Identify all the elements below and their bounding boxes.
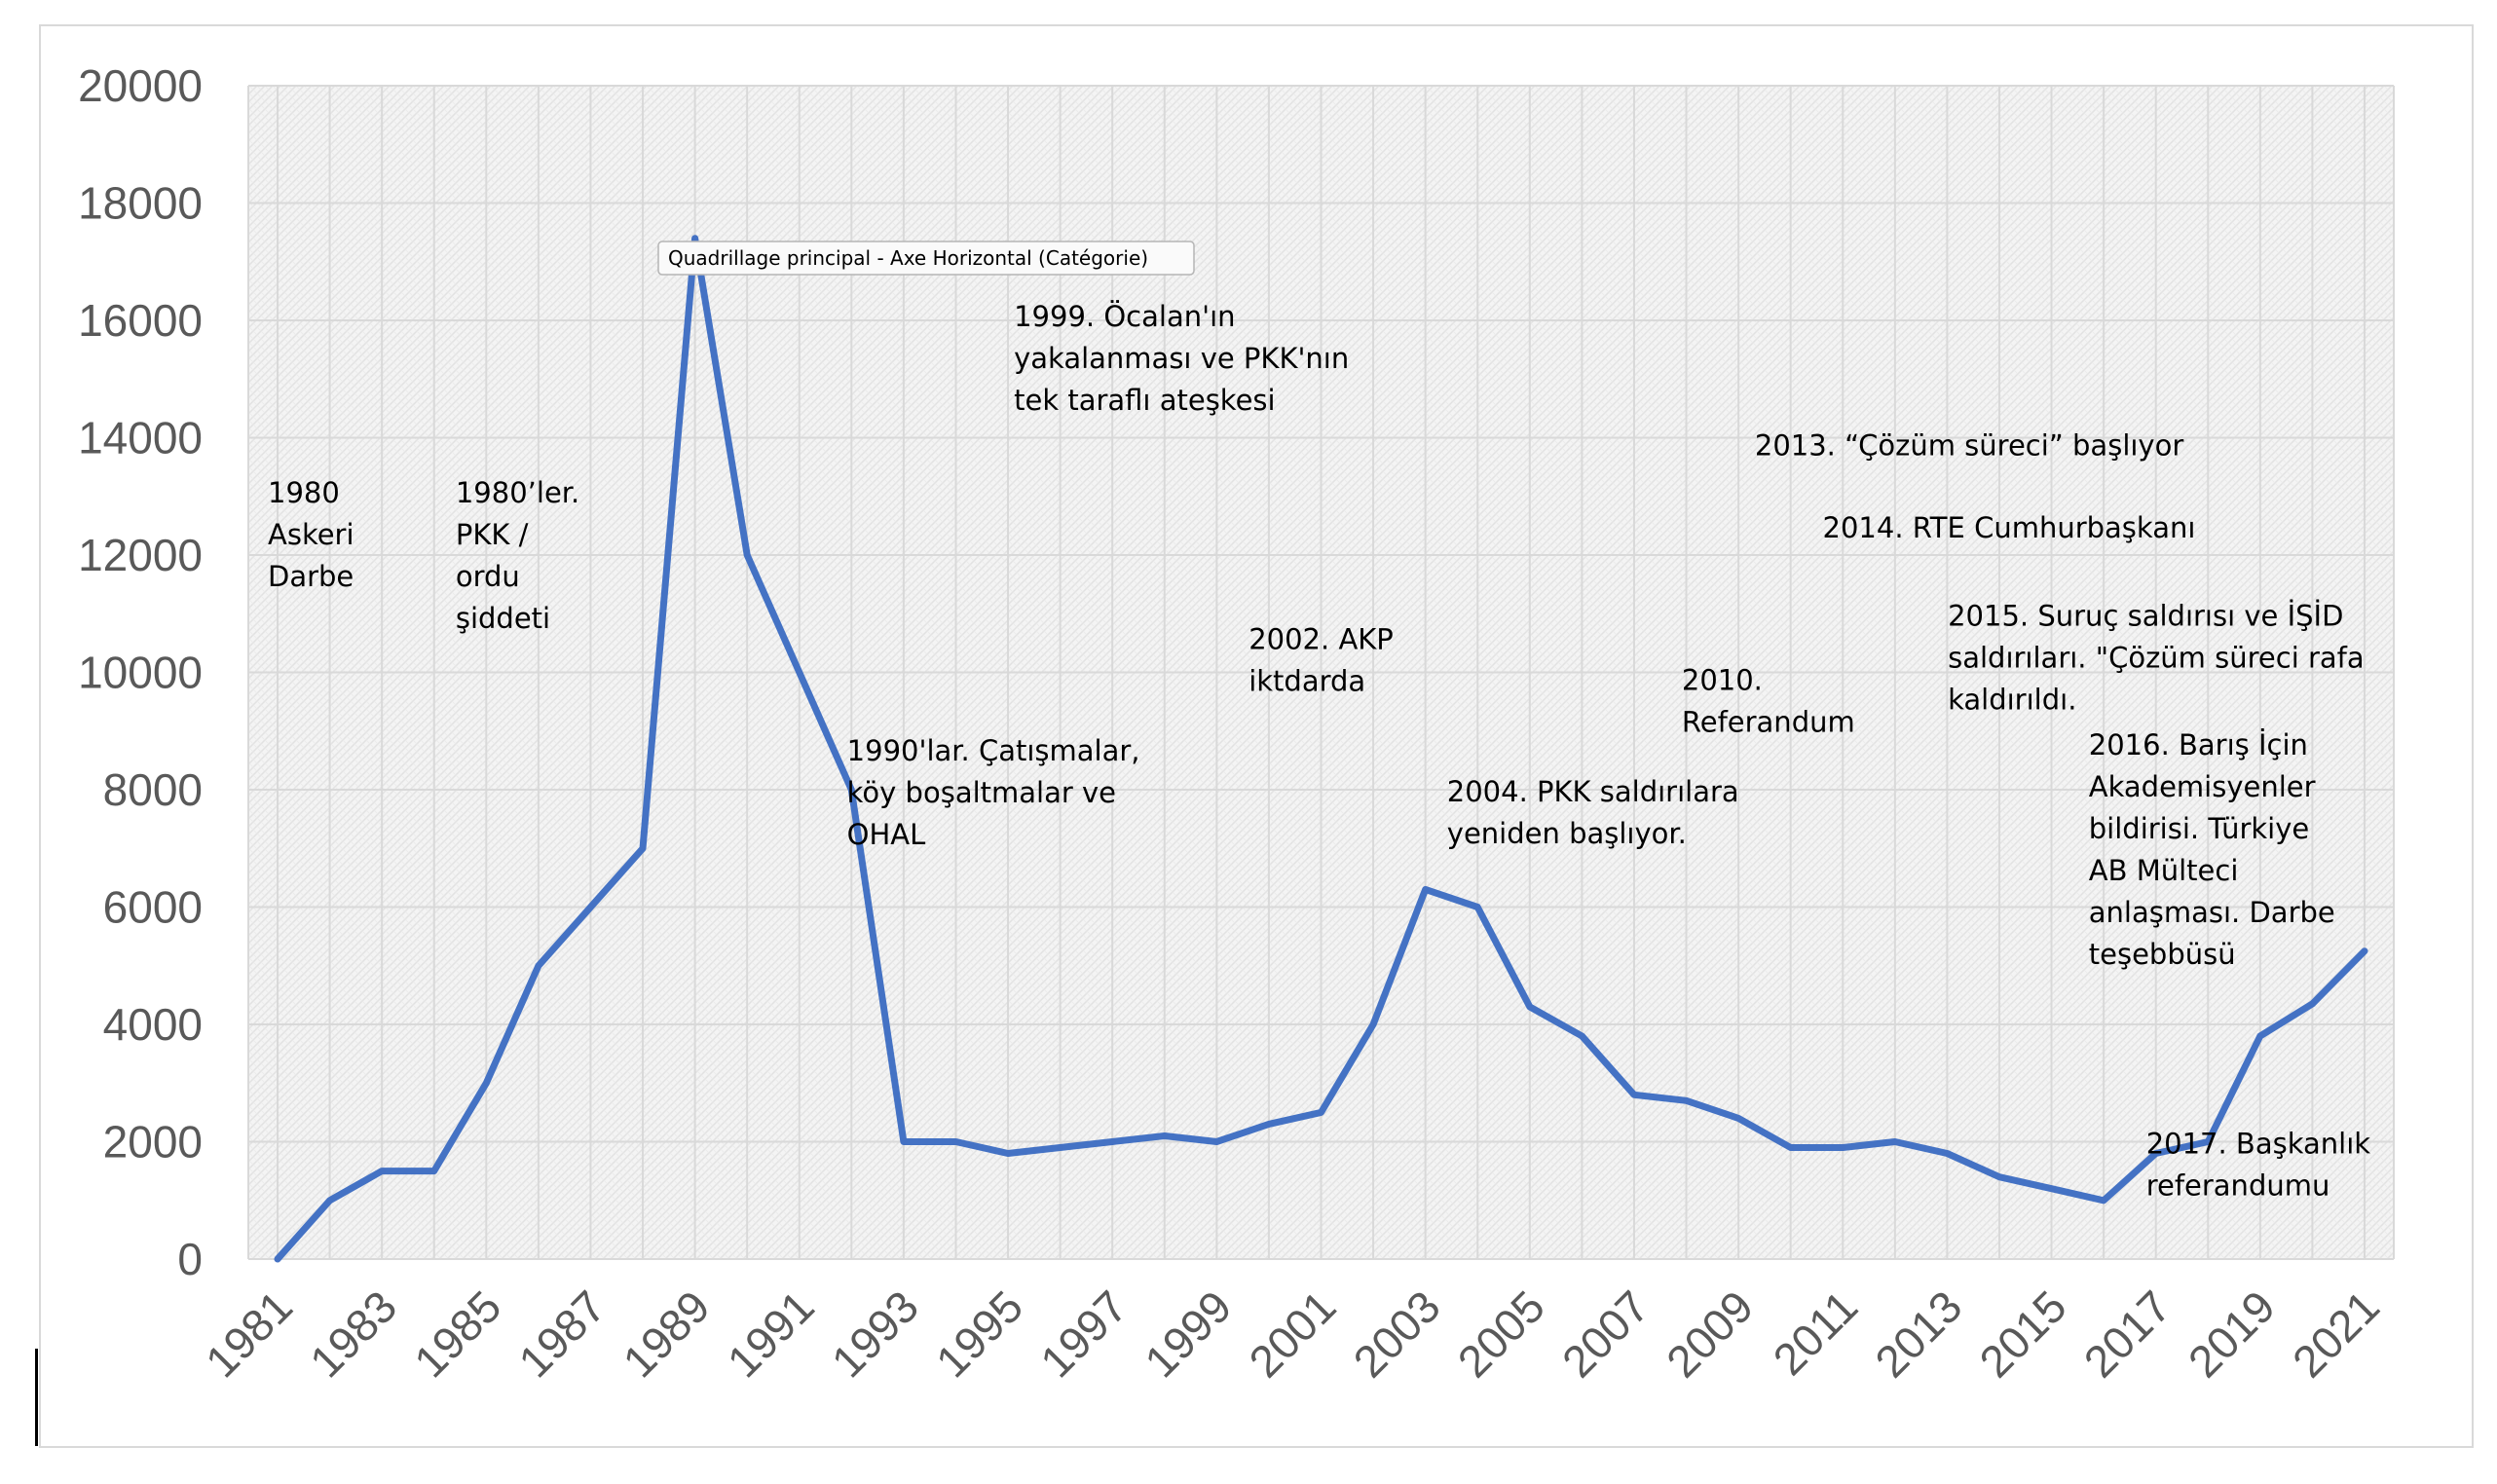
data-point[interactable]: [1578, 1032, 1585, 1040]
y-tick-label: 18000: [78, 178, 203, 229]
data-point[interactable]: [796, 669, 803, 677]
data-point[interactable]: [2256, 1032, 2264, 1040]
x-tick-label: 1997: [1030, 1280, 1137, 1387]
annotation-label: 1980 Askeri Darbe: [268, 476, 354, 593]
data-point[interactable]: [1108, 1138, 1116, 1146]
x-tick-label: 2009: [1657, 1280, 1763, 1387]
x-tick-label: 1987: [508, 1280, 615, 1387]
data-point[interactable]: [2100, 1197, 2107, 1205]
x-axis-ticks: 1981198319851987198919911993199519971999…: [196, 1280, 2389, 1387]
data-point[interactable]: [2048, 1185, 2056, 1193]
x-tick-label: 1999: [1135, 1280, 1241, 1387]
data-point[interactable]: [2361, 947, 2368, 955]
annotation-label: 2016. Barış İçin Akademisyenler bildirisi.…: [2089, 728, 2335, 971]
x-tick-label: 1989: [614, 1280, 720, 1387]
data-point[interactable]: [1422, 885, 1430, 893]
annotation-label: 1980’ler. PKK / ordu şiddeti: [456, 476, 579, 635]
data-point[interactable]: [378, 1168, 386, 1175]
y-tick-label: 6000: [103, 882, 203, 933]
data-point[interactable]: [1630, 1091, 1638, 1098]
data-point[interactable]: [1318, 1108, 1325, 1116]
x-tick-label: 2017: [2074, 1280, 2180, 1387]
data-point[interactable]: [743, 551, 751, 559]
series-group: [274, 235, 2368, 1263]
x-tick-label: 2005: [1448, 1280, 1554, 1387]
data-point[interactable]: [1057, 1144, 1064, 1152]
data-point[interactable]: [1891, 1138, 1899, 1146]
x-tick-label: 1983: [300, 1280, 406, 1387]
x-tick-label: 1995: [926, 1280, 1032, 1387]
x-tick-label: 2011: [1764, 1280, 1868, 1385]
data-point[interactable]: [1212, 1138, 1220, 1146]
x-tick-label: 2013: [1865, 1280, 1971, 1387]
x-tick-label: 1993: [822, 1280, 928, 1387]
data-point[interactable]: [1161, 1132, 1169, 1139]
x-tick-label: 1985: [404, 1280, 510, 1387]
annotation-label: 2010. Referandum: [1682, 664, 1855, 739]
data-point[interactable]: [951, 1138, 959, 1146]
y-tick-label: 8000: [103, 764, 203, 815]
annotation-label: 2015. Suruç saldırısı ve İŞİD saldırıları…: [1948, 599, 2365, 716]
data-point[interactable]: [326, 1197, 334, 1205]
annotation-label: 1999. Öcalan'ın yakalanması ve PKK'nın tek…: [1014, 300, 1349, 417]
data-point[interactable]: [1369, 1020, 1377, 1028]
data-point[interactable]: [639, 844, 647, 852]
data-point[interactable]: [482, 1079, 490, 1087]
annotation-label: 2014. RTE Cumhurbaşkanı: [1823, 511, 2196, 544]
x-tick-label: 2007: [1552, 1280, 1658, 1387]
data-point[interactable]: [1473, 904, 1481, 911]
data-point[interactable]: [1839, 1144, 1846, 1152]
data-point[interactable]: [586, 904, 594, 911]
x-tick-label: 1981: [196, 1280, 302, 1387]
y-tick-label: 14000: [78, 413, 203, 464]
y-axis-ticks: 0 2000 4000 6000 8000 10000 12000 14000 16000 180…: [78, 60, 203, 1284]
y-tick-label: 10000: [78, 648, 203, 698]
left-edge-line: [35, 1349, 38, 1446]
y-tick-label: 16000: [78, 295, 203, 346]
x-tick-label: 2001: [1239, 1280, 1345, 1387]
data-point[interactable]: [1265, 1120, 1273, 1128]
data-point[interactable]: [1943, 1150, 1951, 1158]
y-tick-label: 12000: [78, 530, 203, 580]
y-tick-label: 20000: [78, 60, 203, 111]
y-tick-label: 2000: [103, 1117, 203, 1168]
series-line[interactable]: [274, 235, 2368, 1263]
annotation-label: 2004. PKK saldırılara yeniden başlıyor.: [1447, 775, 1739, 850]
annotation-label: 2013. “Çözüm süreci” başlıyor: [1755, 429, 2183, 463]
tooltip-text: Quadrillage principal - Axe Horizontal (…: [668, 246, 1148, 270]
data-point[interactable]: [900, 1138, 908, 1146]
data-point[interactable]: [430, 1168, 438, 1175]
annotation-label: 1990'lar. Çatışmalar, köy boşaltmalar ve O…: [847, 734, 1140, 851]
y-tick-label: 0: [177, 1234, 203, 1284]
annotations: 1980 Askeri Darbe 1980’ler. PKK / ordu şiddeti…: [268, 300, 2370, 1203]
vertical-gridlines: [247, 86, 2395, 1259]
data-point[interactable]: [535, 962, 542, 970]
data-point[interactable]: [2308, 1000, 2316, 1008]
annotation-label: 2002. AKP iktdarda: [1248, 622, 1394, 697]
data-point[interactable]: [1734, 1114, 1742, 1122]
data-point[interactable]: [1526, 1003, 1534, 1011]
data-point[interactable]: [1683, 1096, 1691, 1104]
gridline-tooltip: Quadrillage principal - Axe Horizontal (…: [657, 241, 1195, 276]
data-point[interactable]: [1995, 1173, 2003, 1181]
x-tick-label: 2015: [1969, 1280, 2075, 1387]
data-point[interactable]: [1787, 1144, 1795, 1152]
x-tick-label: 2019: [2179, 1280, 2285, 1387]
tooltip-box: [657, 241, 1195, 276]
x-tick-label: 1991: [718, 1280, 824, 1387]
annotation-label: 2017. Başkanlık referandumu: [2146, 1128, 2371, 1203]
y-tick-label: 4000: [103, 999, 203, 1050]
data-point[interactable]: [274, 1255, 281, 1263]
x-tick-label: 2003: [1344, 1280, 1450, 1387]
data-point[interactable]: [1004, 1150, 1012, 1158]
x-tick-label: 2021: [2283, 1280, 2389, 1387]
